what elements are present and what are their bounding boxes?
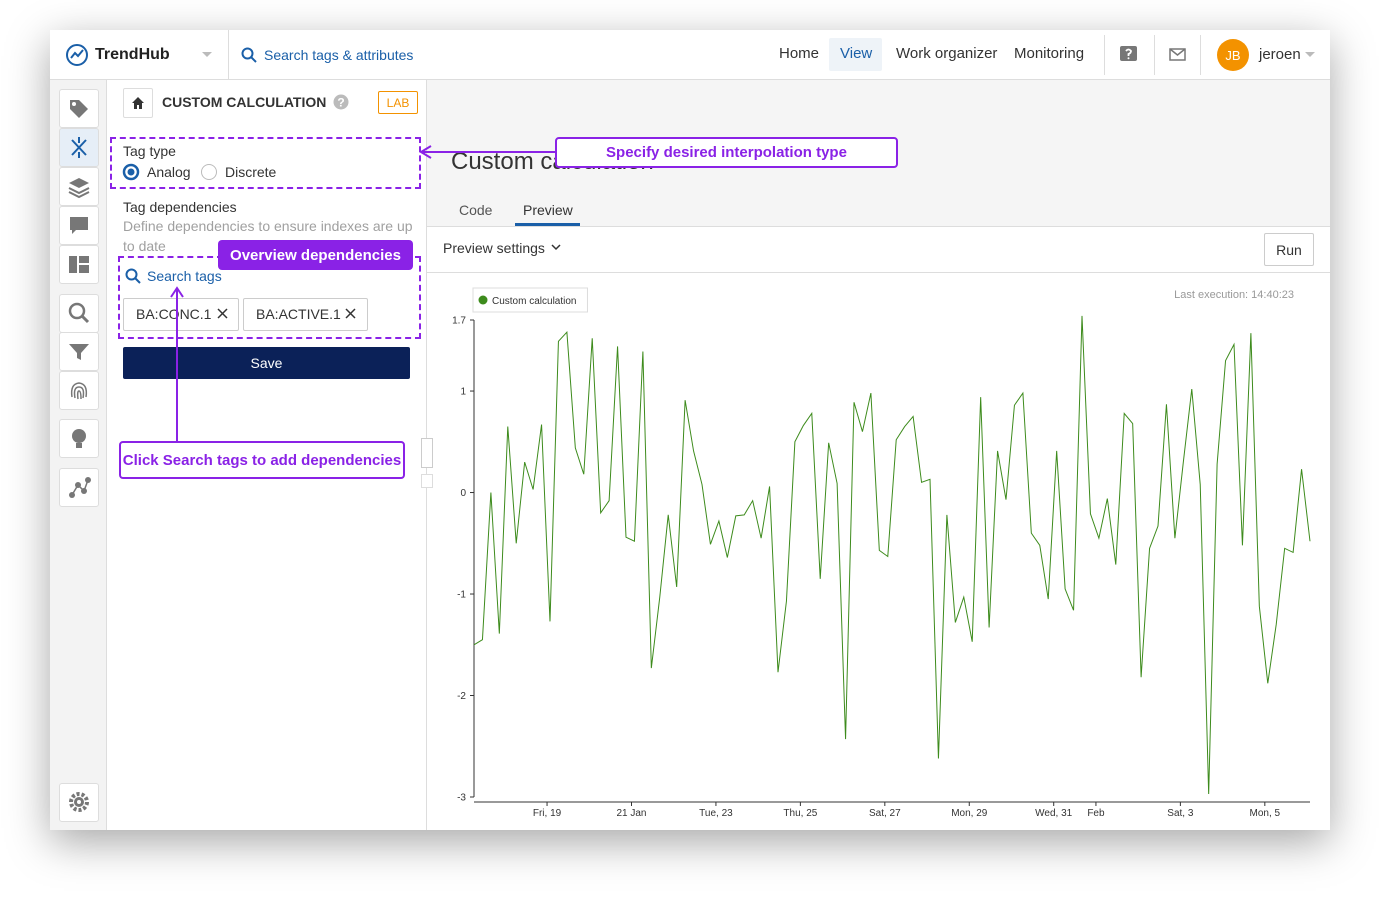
panel-title: CUSTOM CALCULATION bbox=[162, 92, 326, 112]
nav-item[interactable]: Monitoring bbox=[1014, 44, 1084, 64]
caret[interactable] bbox=[1304, 51, 1316, 59]
x-tick-label: Mon, 5 bbox=[1250, 808, 1281, 819]
run-button[interactable]: Run bbox=[1264, 233, 1314, 266]
y-tick-label: -1 bbox=[457, 590, 466, 601]
dashboard-button[interactable] bbox=[59, 245, 99, 284]
nav-item[interactable]: Home bbox=[779, 44, 819, 64]
annotation-label: Specify desired interpolation type bbox=[555, 137, 898, 168]
divider bbox=[427, 272, 1330, 273]
comments-button[interactable] bbox=[59, 206, 99, 245]
mail-icon[interactable] bbox=[1169, 48, 1186, 61]
field-label: Tag dependencies bbox=[123, 197, 237, 217]
help-icon[interactable]: ? bbox=[333, 94, 349, 110]
svg-text:?: ? bbox=[337, 96, 344, 110]
legend-label: Custom calculation bbox=[492, 296, 576, 307]
filter-button[interactable] bbox=[59, 332, 99, 371]
x-tick-label: Mon, 29 bbox=[951, 808, 988, 819]
divider bbox=[228, 30, 229, 79]
layers-button[interactable] bbox=[59, 167, 99, 206]
help-icon[interactable] bbox=[1120, 46, 1137, 64]
legend: Custom calculation bbox=[473, 288, 587, 312]
annotation-box bbox=[110, 137, 421, 189]
user-name[interactable]: jeroen bbox=[1259, 45, 1301, 65]
x-tick-label: 21 Jan bbox=[616, 808, 646, 819]
x-tick-label: Thu, 25 bbox=[783, 808, 817, 819]
insights-button[interactable] bbox=[59, 419, 99, 458]
y-tick-label: 1.7 bbox=[452, 316, 466, 327]
x-tick-label: Wed, 31 bbox=[1035, 808, 1072, 819]
fingerprint-button[interactable] bbox=[59, 371, 99, 410]
lab-badge: LAB bbox=[378, 91, 418, 114]
search-icon bbox=[241, 47, 257, 63]
calculation-button[interactable] bbox=[59, 128, 99, 167]
caret[interactable] bbox=[201, 51, 213, 59]
graph-button[interactable] bbox=[59, 468, 99, 507]
last-execution: Last execution: 14:40:23 bbox=[1174, 289, 1294, 301]
settings-button[interactable] bbox=[59, 783, 99, 822]
x-tick-label: Sat, 3 bbox=[1167, 808, 1194, 819]
annotation-label: Overview dependencies bbox=[218, 240, 413, 270]
x-tick-label: Tue, 23 bbox=[699, 808, 733, 819]
home-button[interactable] bbox=[123, 88, 153, 118]
divider bbox=[1104, 35, 1105, 75]
divider bbox=[1200, 35, 1201, 75]
header: TrendHub Search tags & attributes Home V… bbox=[50, 30, 1330, 80]
tags-button[interactable] bbox=[59, 89, 99, 128]
chevron[interactable] bbox=[551, 244, 561, 252]
x-tick-label: Sat, 27 bbox=[869, 808, 901, 819]
save-button[interactable]: Save bbox=[123, 347, 410, 379]
avatar[interactable]: JB bbox=[1217, 39, 1249, 71]
y-tick-label: 1 bbox=[460, 387, 466, 398]
tab[interactable]: Code bbox=[459, 200, 492, 220]
sidebar bbox=[50, 80, 107, 830]
nav-item[interactable]: Work organizer bbox=[896, 44, 997, 64]
logo-icon bbox=[65, 43, 89, 67]
y-tick-label: 0 bbox=[460, 488, 466, 499]
tab-underline bbox=[515, 223, 580, 226]
search-input[interactable]: Search tags & attributes bbox=[264, 45, 413, 65]
annotation-label: Click Search tags to add dependencies bbox=[119, 441, 405, 479]
search-button[interactable] bbox=[59, 294, 99, 333]
legend-swatch bbox=[479, 296, 488, 305]
logo-text[interactable]: TrendHub bbox=[95, 45, 170, 65]
preview-settings[interactable]: Preview settings bbox=[443, 238, 545, 258]
y-tick-label: -2 bbox=[457, 691, 466, 702]
x-tick-label: Fri, 19 bbox=[533, 808, 562, 819]
tab-active[interactable]: Preview bbox=[523, 200, 573, 220]
y-tick-label: -3 bbox=[457, 793, 466, 804]
divider bbox=[1154, 35, 1155, 75]
data-line bbox=[474, 316, 1310, 794]
chart: 1.7 1 0 -1 -2 -3 Fri, 19 21 Jan Tue, 23 Thu, 25 Sa… bbox=[427, 280, 1330, 830]
nav-item[interactable]: View bbox=[840, 44, 872, 64]
x-tick-label: Feb bbox=[1087, 808, 1105, 819]
